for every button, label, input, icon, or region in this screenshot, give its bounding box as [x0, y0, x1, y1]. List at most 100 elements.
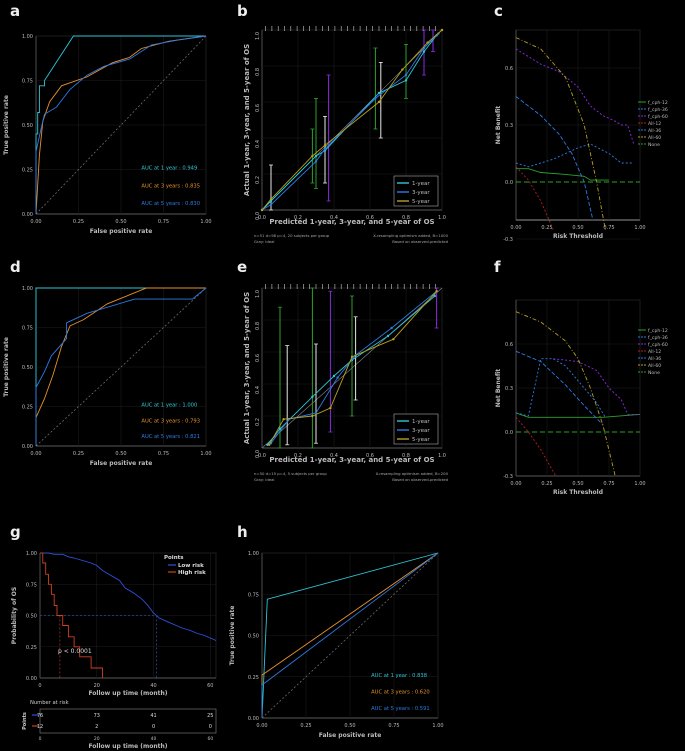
- panel-e-legend-label: 1-year: [412, 419, 430, 425]
- panel-c-legend-label: All-12: [648, 121, 661, 127]
- panel-b-x-tick-label: 0.0: [258, 215, 266, 221]
- panel-g-risk-value: 41: [150, 713, 156, 719]
- panel-e-y-tick-label: 0.0: [255, 450, 261, 458]
- panel-b-point-1-year: [422, 50, 426, 53]
- panel-a-y-tick-label: 0.25: [22, 168, 33, 174]
- panel-b-point-5-year: [260, 208, 264, 212]
- panel-b-point-5-year: [426, 41, 429, 44]
- panel-b-footer-right: X-resampling optimism added, B=1000: [373, 233, 448, 238]
- panel-a-y-tick-label: 0.00: [22, 212, 33, 218]
- panel-h-series-auc-at-5-years-0-591: [261, 552, 439, 718]
- panel-b-series-5-year: [261, 29, 443, 211]
- panel-c-series-f-cph-36: [515, 143, 634, 168]
- panel-c-series-f-cph-12: [516, 168, 609, 181]
- panel-h-y-tick-label: 0.75: [248, 592, 259, 598]
- panel-h-x-axis-label: False positive rate: [319, 732, 382, 739]
- panel-a-diagonal-reference: [35, 35, 207, 215]
- panel-letter-b: b: [237, 2, 248, 20]
- panel-g-risk-value: 73: [94, 713, 100, 719]
- panel-d-x-tick-label: 0.25: [73, 451, 84, 457]
- panel-g-x-tick-label: 20: [94, 683, 100, 689]
- panel-d-x-tick-label: 0.50: [115, 451, 126, 457]
- panel-b-x-tick-label: 0.6: [366, 215, 374, 221]
- panel-g-y-tick-label: 0.25: [26, 645, 37, 651]
- panel-e-y-tick-label: 1.0: [255, 290, 261, 298]
- panel-d-series-auc-at-5-years-0-821: [35, 287, 207, 446]
- panel-g-legend-label: Low risk: [178, 563, 204, 569]
- panel-e-point-5-year: [435, 290, 438, 293]
- panel-letter-e: e: [237, 258, 247, 276]
- panel-h-auc-label: AUC at 1 year : 0.838: [371, 673, 427, 679]
- panel-e-point-3-year: [336, 376, 339, 379]
- panel-f-x-tick-label: 0.50: [572, 481, 583, 487]
- panel-h-x-tick-label: 0.50: [344, 723, 355, 729]
- panel-f-legend-label: f_cph-60: [648, 342, 668, 348]
- panel-b-y-tick-label: 0.2: [255, 176, 261, 184]
- panel-b-point-5-year: [311, 154, 314, 158]
- panel-f-series-all-36: [515, 350, 604, 426]
- panel-letter-d: d: [10, 258, 21, 276]
- panel-e-y-tick-label: 0.4: [255, 386, 261, 394]
- panel-f-legend-label: None: [648, 370, 660, 376]
- panel-f-y-tick-label: -0.3: [503, 474, 513, 480]
- panel-h-x-tick-label: 0.25: [300, 723, 311, 729]
- panel-b-y-tick-label: 0.4: [255, 140, 261, 148]
- panel-a-x-tick-label: 0.50: [115, 219, 126, 225]
- panel-c-series-all-60: [515, 37, 606, 230]
- panel-a-x-tick-label: 0.25: [73, 219, 84, 225]
- panel-g-risk-value: 76: [37, 713, 43, 719]
- panel-b-point-1-year: [404, 79, 408, 82]
- panel-e-y-tick-label: 0.2: [255, 418, 261, 426]
- panel-g-x-tick-label: 40: [150, 683, 156, 689]
- panel-c-legend-label: f_cph-60: [648, 114, 668, 120]
- panel-f-x-tick-label: 0.75: [603, 481, 614, 487]
- panel-e-point-1-year: [386, 334, 390, 338]
- panel-e-point-5-year: [268, 443, 271, 446]
- panel-c-y-tick-label: -0.3: [503, 237, 513, 243]
- panel-b-point-5-year: [377, 100, 381, 104]
- panel-e-point-3-year: [314, 411, 318, 414]
- panel-g-series-high-risk: [40, 552, 103, 678]
- panel-g-x-tick-label: 0: [38, 683, 41, 689]
- panel-g-risk-x-tick: 40: [151, 736, 157, 742]
- panel-a-y-tick-label: 0.75: [22, 79, 33, 85]
- panel-c-y-tick-label: 0.6: [505, 66, 513, 72]
- panel-letter-g: g: [10, 523, 21, 541]
- panel-e-x-tick-label: 0.0: [258, 453, 266, 459]
- panel-c-x-tick-label: 0.75: [603, 225, 614, 231]
- panel-b-footer-left: Gray: ideal: [254, 239, 274, 244]
- panel-c-x-tick-label: 0.25: [541, 225, 552, 231]
- panel-b-x-axis-label: Predicted 1-year, 3-year, and 5-year of …: [269, 218, 434, 226]
- panel-f-series-all-60: [515, 311, 616, 477]
- panel-c-x-tick-label: 0.50: [572, 225, 583, 231]
- panel-g-y-tick-label: 1.00: [26, 551, 37, 557]
- panel-h-x-tick-label: 1.00: [432, 723, 443, 729]
- panel-e-x-tick-label: 0.8: [402, 453, 410, 459]
- panel-b-legend-label: 3-year: [412, 190, 430, 196]
- panel-e-legend-label: 5-year: [412, 437, 430, 443]
- panel-f-legend-label: All-12: [648, 349, 661, 355]
- panel-h-auc-label: AUC at 5 years : 0.591: [371, 706, 430, 712]
- panel-g-risk-value: 0: [152, 724, 155, 730]
- panel-e-point-5-year: [329, 406, 332, 410]
- panel-b-y-tick-label: 0.6: [255, 104, 261, 112]
- panel-c-legend-label: f_cph-12: [648, 100, 668, 106]
- panel-d-auc-label: AUC at 5 years : 0.821: [141, 434, 200, 440]
- panel-e-x-axis-label: Predicted 1-year, 3-year, and 5-year of …: [269, 456, 434, 464]
- panel-g-legend-title: Points: [164, 555, 184, 561]
- panel-d-y-tick-label: 0.75: [22, 326, 33, 332]
- panel-c-y-axis-label: Net Benefit: [495, 106, 502, 144]
- panel-g-series-low-risk: [40, 552, 217, 641]
- panel-letter-c: c: [494, 2, 503, 20]
- panel-f-y-tick-label: 0.6: [505, 342, 513, 348]
- panel-g-risk-table-label: Points: [22, 712, 28, 730]
- panel-e-point-5-year: [282, 418, 285, 421]
- panel-d-y-tick-label: 0.25: [22, 405, 33, 411]
- panel-f-x-tick-label: 1.00: [634, 481, 645, 487]
- panel-a-x-tick-label: 0.00: [30, 219, 41, 225]
- panel-letter-h: h: [237, 523, 248, 541]
- panel-g-x-tick-label: 60: [207, 683, 213, 689]
- panel-g-pvalue: p < 0.0001: [58, 648, 92, 655]
- panel-a-y-tick-label: 1.00: [22, 34, 33, 40]
